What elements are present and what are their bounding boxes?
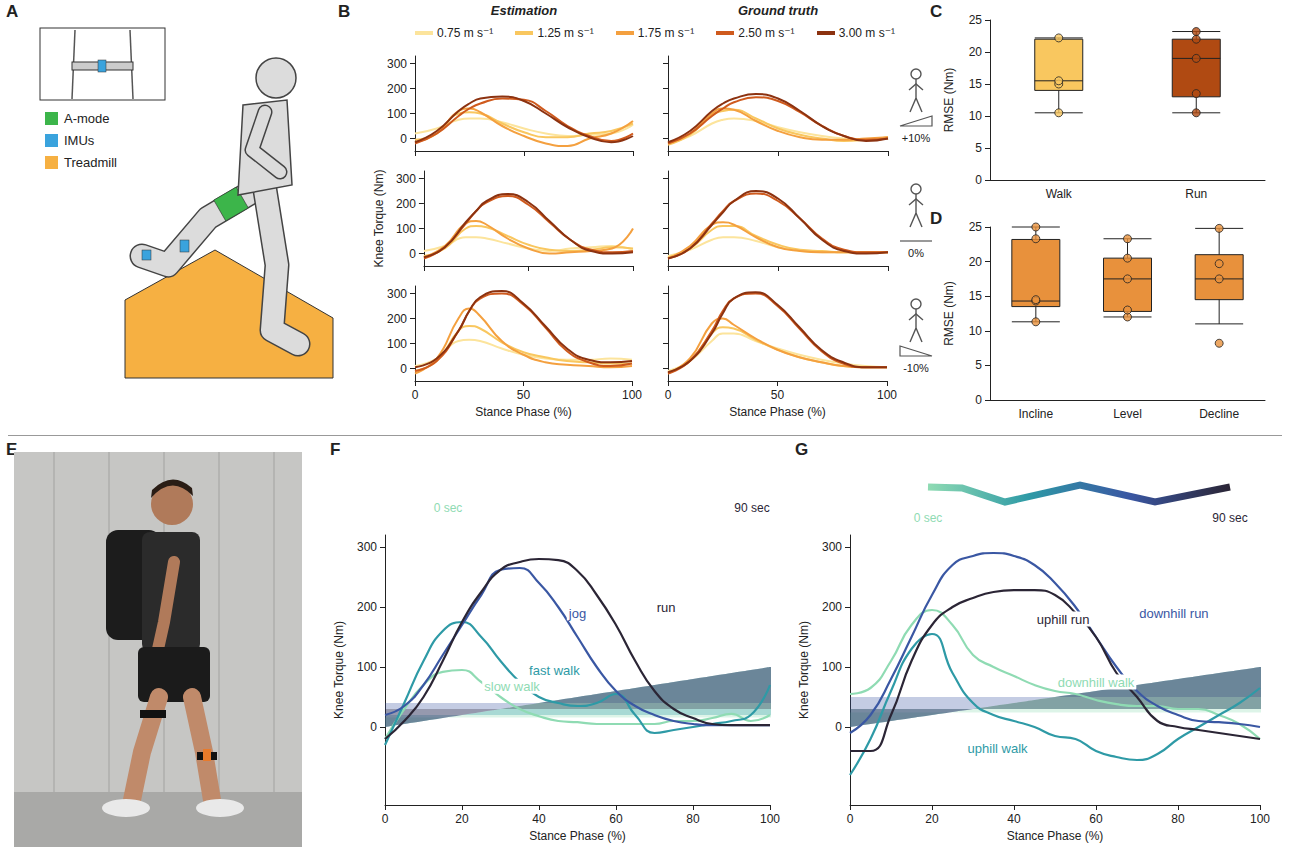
svg-text:20: 20 — [969, 45, 983, 59]
svg-text:0: 0 — [975, 173, 982, 187]
svg-text:300: 300 — [396, 172, 416, 186]
svg-text:RMSE (Nm): RMSE (Nm) — [942, 68, 956, 133]
svg-text:jog: jog — [568, 606, 586, 621]
svg-text:0: 0 — [409, 247, 416, 261]
svg-text:RMSE (Nm): RMSE (Nm) — [942, 281, 956, 346]
svg-text:200: 200 — [357, 600, 377, 614]
svg-text:20: 20 — [925, 812, 939, 826]
html-text:Estimation: Estimation — [490, 3, 558, 18]
html-text:A: A — [6, 2, 19, 21]
html-text:Ground truth: Ground truth — [737, 3, 819, 18]
html-text:3.00 m s⁻¹: 3.00 m s⁻¹ — [838, 26, 895, 40]
svg-text:Stance Phase (%): Stance Phase (%) — [475, 405, 572, 419]
svg-text:40: 40 — [532, 812, 546, 826]
svg-text:Stance Phase (%): Stance Phase (%) — [1007, 829, 1104, 843]
svg-text:0: 0 — [400, 362, 407, 376]
svg-text:Level: Level — [1113, 407, 1142, 421]
svg-text:50: 50 — [771, 388, 785, 402]
svg-text:200: 200 — [387, 82, 407, 96]
svg-text:Stance Phase (%): Stance Phase (%) — [529, 829, 626, 843]
svg-text:15: 15 — [969, 289, 983, 303]
svg-text:100: 100 — [387, 337, 407, 351]
svg-text:Run: Run — [1185, 187, 1207, 201]
svg-text:300: 300 — [387, 287, 407, 301]
svg-text:300: 300 — [357, 540, 377, 554]
svg-text:Decline: Decline — [1199, 407, 1239, 421]
svg-text:100: 100 — [760, 812, 780, 826]
svg-text:100: 100 — [387, 107, 407, 121]
svg-text:5: 5 — [975, 358, 982, 372]
svg-text:90 sec: 90 sec — [1212, 511, 1247, 525]
svg-text:Treadmill: Treadmill — [64, 155, 117, 170]
svg-text:10: 10 — [969, 324, 983, 338]
svg-text:100: 100 — [822, 660, 842, 674]
html-text:D: D — [930, 209, 943, 228]
svg-text:200: 200 — [396, 197, 416, 211]
svg-text:20: 20 — [455, 812, 469, 826]
svg-text:0: 0 — [382, 812, 389, 826]
svg-text:0: 0 — [665, 388, 672, 402]
svg-text:uphill run: uphill run — [1037, 612, 1090, 627]
svg-text:100: 100 — [1250, 812, 1270, 826]
html-text:E: E — [6, 440, 18, 459]
svg-text:0: 0 — [400, 132, 407, 146]
svg-text:fast walk: fast walk — [529, 663, 580, 678]
svg-text:25: 25 — [969, 13, 983, 27]
svg-text:downhill walk: downhill walk — [1058, 675, 1135, 690]
svg-text:10: 10 — [969, 109, 983, 123]
svg-text:100: 100 — [357, 660, 377, 674]
svg-text:downhill run: downhill run — [1139, 606, 1208, 621]
svg-text:Knee Torque (Nm): Knee Torque (Nm) — [332, 621, 346, 719]
svg-text:50: 50 — [517, 388, 531, 402]
svg-text:A-mode: A-mode — [64, 111, 110, 126]
svg-text:run: run — [657, 600, 676, 615]
svg-text:Incline: Incline — [1018, 407, 1053, 421]
svg-text:IMUs: IMUs — [64, 133, 95, 148]
svg-text:20: 20 — [969, 255, 983, 269]
html-text:F: F — [330, 440, 341, 459]
svg-text:200: 200 — [822, 600, 842, 614]
svg-text:200: 200 — [387, 312, 407, 326]
html-text:1.25 m s⁻¹: 1.25 m s⁻¹ — [537, 26, 594, 40]
html-text:1.75 m s⁻¹: 1.75 m s⁻¹ — [637, 26, 695, 40]
svg-text:300: 300 — [822, 540, 842, 554]
svg-text:40: 40 — [1007, 812, 1021, 826]
svg-text:Knee Torque (Nm): Knee Torque (Nm) — [372, 170, 386, 268]
svg-text:90 sec: 90 sec — [734, 501, 769, 515]
svg-text:15: 15 — [969, 77, 983, 91]
svg-text:80: 80 — [1171, 812, 1185, 826]
svg-text:80: 80 — [686, 812, 700, 826]
svg-text:0: 0 — [835, 720, 842, 734]
svg-text:100: 100 — [877, 388, 897, 402]
html-text:2.50 m s⁻¹: 2.50 m s⁻¹ — [738, 26, 795, 40]
svg-text:Stance Phase (%): Stance Phase (%) — [729, 405, 826, 419]
html-text:C: C — [930, 2, 943, 21]
svg-text:0%: 0% — [908, 247, 924, 259]
svg-text:100: 100 — [622, 388, 642, 402]
svg-text:Walk: Walk — [1046, 187, 1073, 201]
svg-text:5: 5 — [975, 141, 982, 155]
svg-text:300: 300 — [387, 57, 407, 71]
svg-text:25: 25 — [969, 220, 983, 234]
html-text:G: G — [795, 440, 809, 459]
svg-text:-10%: -10% — [903, 362, 929, 374]
html-text:0.75 m s⁻¹: 0.75 m s⁻¹ — [437, 26, 494, 40]
svg-text:0: 0 — [975, 393, 982, 407]
svg-text:uphill walk: uphill walk — [968, 741, 1028, 756]
svg-text:slow walk: slow walk — [484, 679, 540, 694]
svg-text:0 sec: 0 sec — [914, 511, 943, 525]
svg-text:0: 0 — [847, 812, 854, 826]
svg-text:60: 60 — [1089, 812, 1103, 826]
svg-text:60: 60 — [609, 812, 623, 826]
svg-text:0 sec: 0 sec — [434, 501, 463, 515]
svg-text:0: 0 — [412, 388, 419, 402]
svg-text:Knee Torque (Nm): Knee Torque (Nm) — [797, 621, 811, 719]
svg-text:+10%: +10% — [902, 132, 931, 144]
html-text:B: B — [338, 2, 351, 21]
svg-text:100: 100 — [396, 222, 416, 236]
svg-text:0: 0 — [370, 720, 377, 734]
